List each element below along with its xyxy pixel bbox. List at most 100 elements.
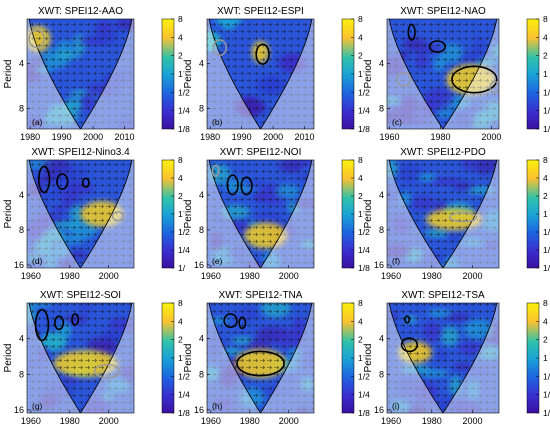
panel-title: XWT: SPEI12-TSA [401, 290, 485, 301]
colorbar-tick-label: 2 [358, 51, 363, 61]
colorbar-tick-label: 1/8 [178, 408, 190, 418]
colorbar-tick-label: 1/4 [178, 390, 190, 400]
y-tick-label: 8 [19, 369, 24, 379]
x-tick-label: 2000 [481, 132, 501, 142]
heatmap-area [387, 303, 499, 413]
colorbar-tick-label: 8 [178, 14, 183, 24]
phase-arrows [207, 160, 314, 268]
colorbar-tick-label: 4 [543, 32, 548, 42]
colorbar-tick-label: 1/2 [178, 371, 190, 381]
y-tick-label: 16 [374, 260, 384, 270]
heatmap-area [387, 19, 499, 129]
heatmap-area [207, 160, 314, 268]
colorbar-tick-label: 1/2 [543, 371, 550, 381]
significance-contour [407, 23, 416, 41]
significance-contour [226, 174, 239, 196]
panel-label: (d) [32, 256, 43, 266]
cone-of-influence-line [28, 303, 133, 413]
panel-title: XWT: SPEI12-AAO [38, 6, 123, 17]
x-tick-label: 1980 [422, 416, 442, 426]
colorbar-tick-label: 1/4 [358, 390, 370, 400]
heatmap-area [387, 160, 499, 268]
x-tick-label: 2000 [463, 271, 483, 281]
significance-contour [238, 316, 247, 330]
x-tick-label: 2000 [99, 271, 119, 281]
panels-group: XWT: SPEI12-AAO (a) Period 4 8 1980 1990 2000 20… [3, 6, 550, 426]
panel-label: (h) [212, 401, 223, 411]
colorbar-tick-label: 8 [358, 155, 363, 165]
y-tick-label: 8 [199, 103, 204, 113]
panel-b: XWT: SPEI12-ESPI (b) Period 4 8 1980 1990 2000 2… [183, 6, 370, 142]
panel-a: XWT: SPEI12-AAO (a) Period 4 8 1980 1990 2000 20… [3, 6, 190, 142]
colorbar-tick-label: 4 [358, 32, 363, 42]
x-tick-label: 1980 [20, 132, 40, 142]
colorbar-tick-label: 1/2 [358, 227, 370, 237]
panel-title: XWT: SPEI12-TNA [219, 290, 303, 301]
colorbar-tick-label: 1/2 [543, 227, 550, 237]
y-tick-label: 8 [19, 103, 24, 113]
y-tick-label: 4 [379, 334, 384, 344]
colorbar-tick-label: 4 [178, 173, 183, 183]
panel-label: (g) [32, 401, 43, 411]
plot-frame [26, 302, 135, 414]
phase-arrows [27, 19, 134, 129]
colorbar-tick-label: 8 [178, 298, 183, 308]
y-tick-label: 4 [19, 334, 24, 344]
plot-frame [206, 18, 315, 130]
heatmap-area [27, 19, 134, 129]
x-tick-label: 1980 [422, 271, 442, 281]
colorbar-tick-label: 1 [178, 353, 183, 363]
panel-label: (e) [212, 256, 223, 266]
y-tick-label: 8 [379, 369, 384, 379]
colorbar-tick-label: 8 [543, 298, 548, 308]
significance-contour [240, 176, 253, 196]
significance-contour [37, 165, 51, 194]
panel-c: XWT: SPEI12-NAO (c) Period 4 8 1960 1980 2000 8 4… [363, 6, 550, 142]
colorbar-tick-label: 1 [358, 353, 363, 363]
heatmap-area [27, 160, 134, 268]
colorbar-tick-label: 1/2 [178, 87, 190, 97]
significance-contour [56, 173, 69, 190]
y-tick-label: 16 [194, 405, 204, 415]
colorbar-tick-label: 1/8 [178, 124, 190, 134]
colorbar-tick-label: 1/ [178, 263, 186, 273]
colorbar-tick-label: 2 [358, 191, 363, 201]
coi-contour [212, 39, 227, 56]
phase-arrows [27, 303, 134, 413]
phase-arrows [387, 160, 499, 268]
colorbar-tick-label: 2 [543, 335, 548, 345]
x-tick-label: 2000 [463, 416, 483, 426]
colorbar-tick-label: 1/2 [543, 87, 550, 97]
x-tick-label: 1960 [381, 416, 401, 426]
x-tick-label: 1960 [21, 416, 41, 426]
colorbar-tick-label: 1/4 [358, 245, 370, 255]
colorbar-tick-label: 4 [543, 173, 548, 183]
cone-of-influence-shade [27, 160, 134, 268]
cone-of-influence-line [28, 19, 133, 129]
colorbar-tick-label: 1/8 [358, 263, 370, 273]
cone-of-influence-shade [387, 19, 499, 129]
panel-label: (f) [392, 256, 400, 266]
colorbar-tick-label: 1/4 [543, 245, 550, 255]
colorbar-tick-label: 2 [358, 335, 363, 345]
colorbar-tick-label: 4 [358, 173, 363, 183]
y-tick-label: 4 [379, 59, 384, 69]
y-tick-label: 16 [194, 260, 204, 270]
y-tick-label: 8 [19, 225, 24, 235]
cone-of-influence-shade [207, 303, 314, 413]
colorbar-tick-label: 1/2 [358, 371, 370, 381]
y-axis-label: Period [183, 344, 194, 373]
panel-title: XWT: SPEI12-SOI [40, 290, 121, 301]
colorbar-tick-label: 2 [543, 51, 548, 61]
y-axis-label: Period [363, 60, 374, 89]
colorbar-tick-label: 8 [178, 155, 183, 165]
y-axis-label: Period [363, 344, 374, 373]
colorbar-tick-label: 1/4 [543, 106, 550, 116]
phase-arrows [27, 160, 134, 268]
panel-label: (c) [392, 117, 402, 127]
x-tick-label: 1960 [381, 271, 401, 281]
x-tick-label: 1980 [240, 271, 260, 281]
